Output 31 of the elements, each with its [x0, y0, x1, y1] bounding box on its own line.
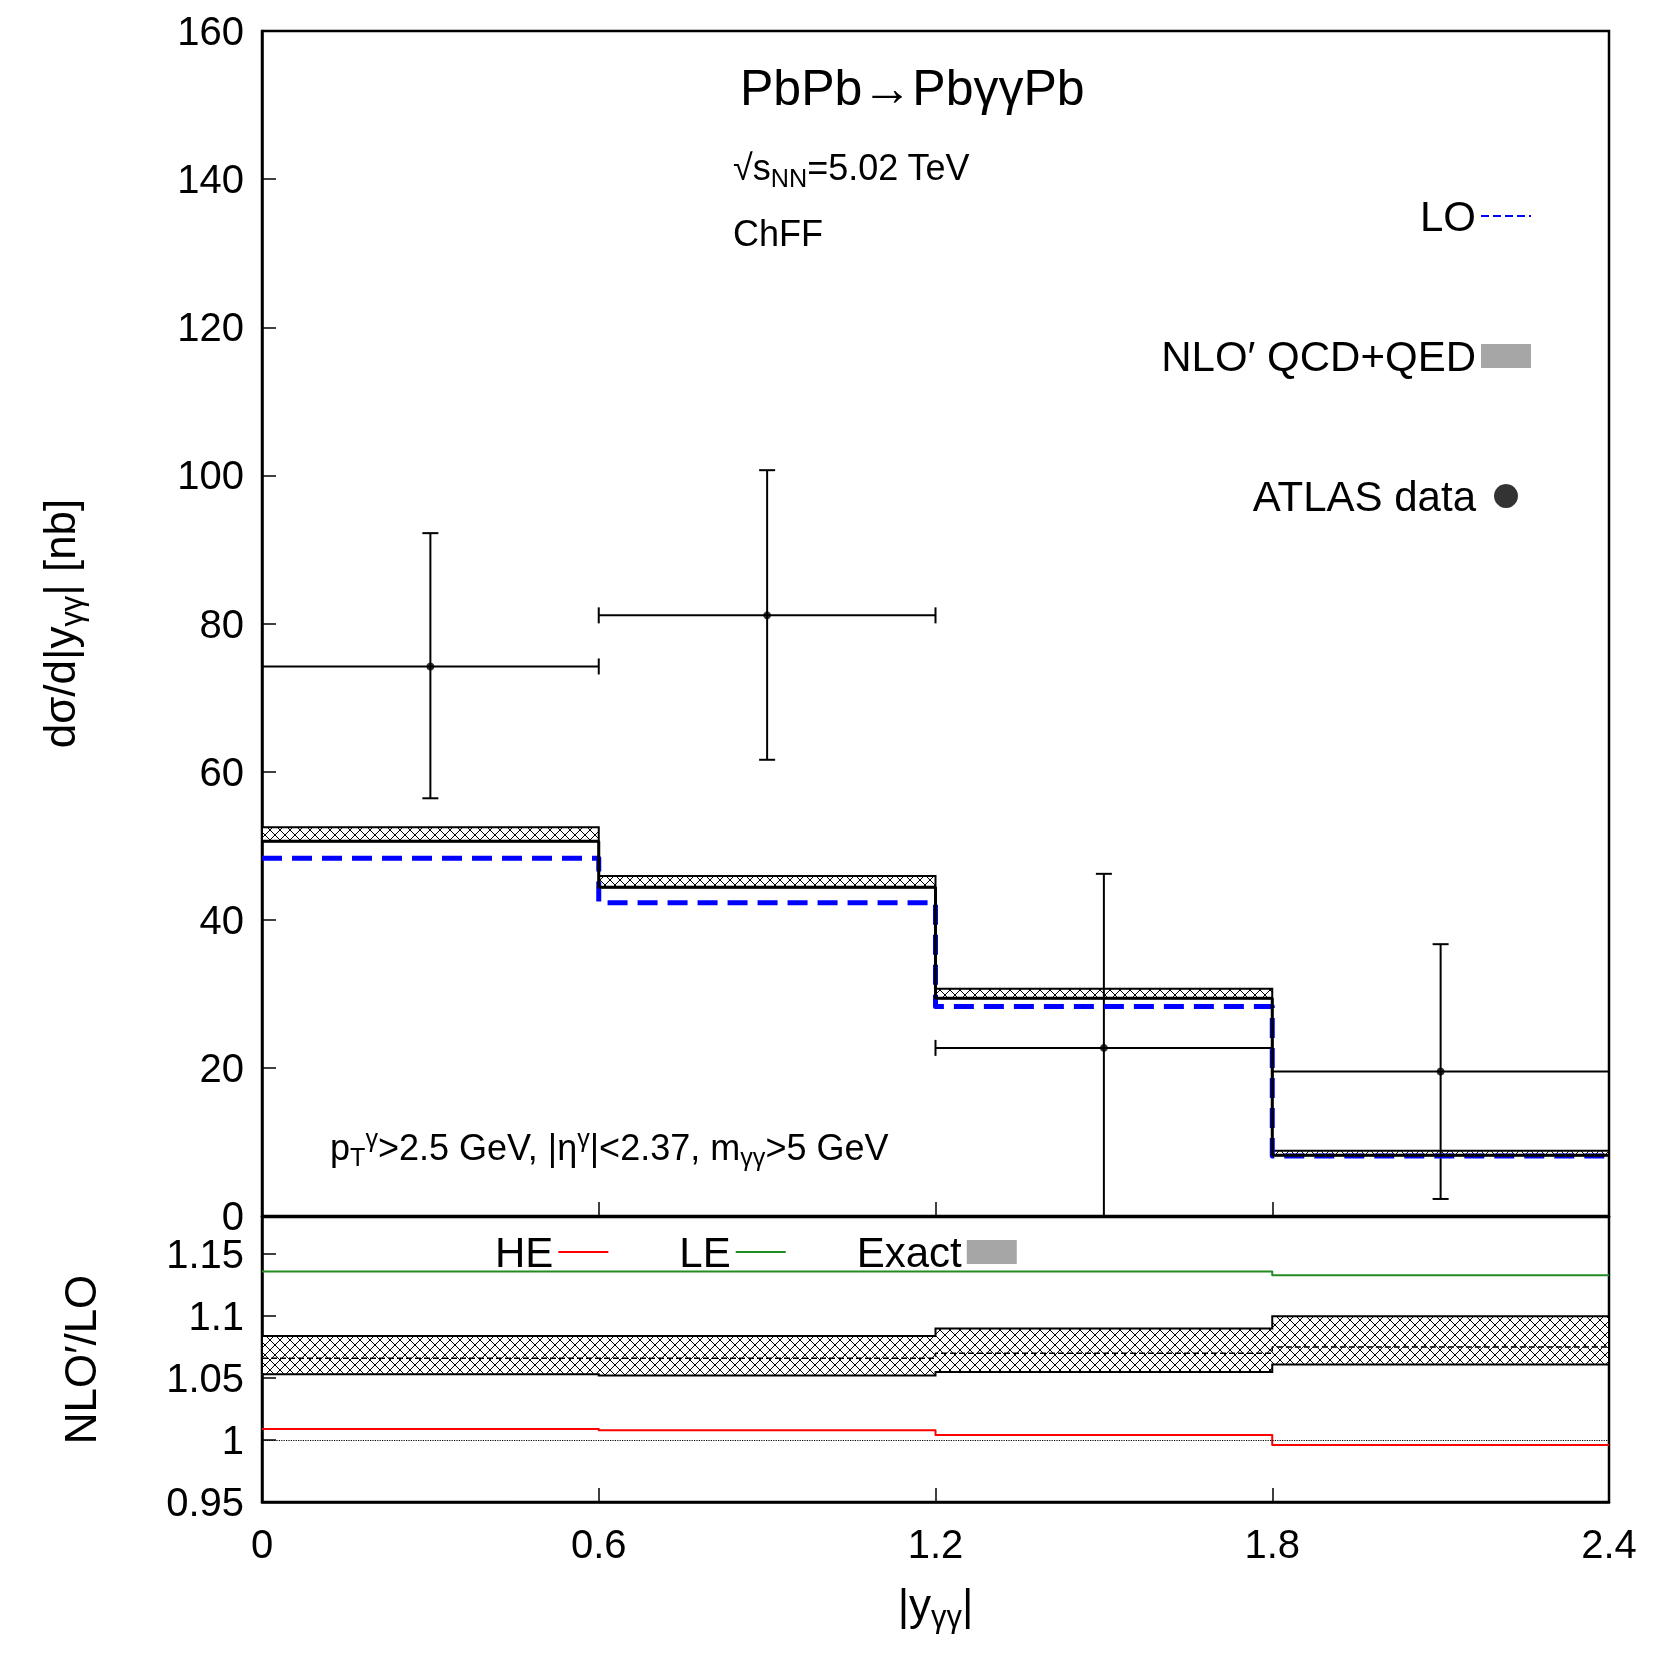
- x-tick-label: 0: [250, 1522, 274, 1566]
- y-tick-label: 100: [177, 453, 244, 498]
- legend-label: HE: [494, 1228, 554, 1276]
- legend-label: Exact: [856, 1228, 963, 1276]
- y-tick-label: 40: [199, 897, 244, 942]
- y-tick-label: 1.1: [188, 1294, 244, 1339]
- text: PbPb→PbγγPb: [740, 60, 1085, 116]
- y-tick-label: 1.05: [166, 1356, 244, 1401]
- y-axis-title: dσ/d|yγγ| [nb]: [34, 498, 89, 749]
- x-tick-label: 0.6: [570, 1522, 627, 1566]
- legend-label: ATLAS data: [1252, 472, 1477, 520]
- legend-label: LO: [1419, 192, 1476, 240]
- legend-label: NLO′ QCD+QED: [1161, 332, 1476, 380]
- y-tick-label: 0.95: [166, 1480, 244, 1524]
- point: [426, 662, 435, 671]
- point: [1436, 1067, 1445, 1076]
- legend-label: LE: [679, 1228, 731, 1276]
- point: [763, 611, 772, 620]
- y-axis-title: NLO′/LO: [55, 1274, 105, 1445]
- y-tick-label: 140: [177, 157, 244, 202]
- annotation: ChFF: [733, 212, 823, 254]
- x-tick-label: 1.2: [907, 1522, 964, 1566]
- y-tick-label: 120: [177, 305, 244, 350]
- y-tick-label: 20: [199, 1045, 244, 1090]
- point: [1099, 1043, 1108, 1052]
- y-tick-label: 1: [221, 1418, 244, 1463]
- y-tick-label: 160: [177, 9, 244, 53]
- y-tick-label: 60: [199, 749, 244, 794]
- y-tick-label: 80: [199, 601, 244, 646]
- x-tick-label: 1.8: [1244, 1522, 1301, 1566]
- x-tick-label: 2.4: [1581, 1522, 1637, 1566]
